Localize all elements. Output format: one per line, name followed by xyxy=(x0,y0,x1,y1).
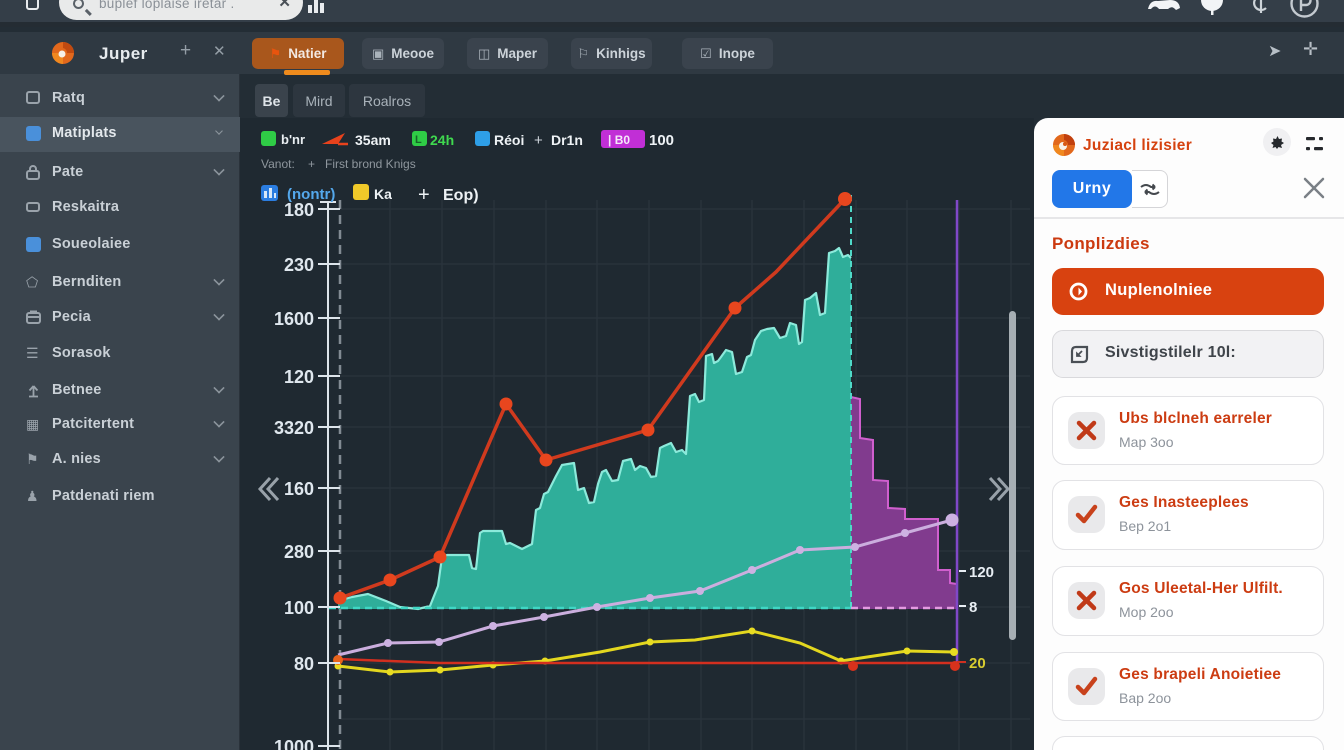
svg-text:80: 80 xyxy=(294,654,314,674)
svg-text:L: L xyxy=(415,134,422,146)
svg-text:1600: 1600 xyxy=(274,309,314,329)
svg-text:+: + xyxy=(418,184,430,206)
svg-text:b'nr: b'nr xyxy=(281,132,305,147)
svg-text:120: 120 xyxy=(284,367,314,387)
svg-text:Eop): Eop) xyxy=(443,187,479,204)
svg-text:35am: 35am xyxy=(355,132,391,148)
svg-text:100: 100 xyxy=(649,132,674,149)
svg-text:24h: 24h xyxy=(430,132,454,148)
svg-text:Dr1n: Dr1n xyxy=(551,132,583,148)
svg-text:20: 20 xyxy=(969,655,986,672)
svg-text:280: 280 xyxy=(284,542,314,562)
svg-text:| B0: | B0 xyxy=(608,133,630,147)
svg-text:3320: 3320 xyxy=(274,418,314,438)
svg-text:+: + xyxy=(534,132,543,149)
svg-text:First brond Knigs: First brond Knigs xyxy=(325,157,416,171)
svg-text:120: 120 xyxy=(969,564,994,581)
svg-text:160: 160 xyxy=(284,479,314,499)
svg-text:8: 8 xyxy=(969,599,977,616)
svg-text:100: 100 xyxy=(284,598,314,618)
svg-text:180: 180 xyxy=(284,200,314,220)
svg-text:Vanot:: Vanot: xyxy=(261,157,295,171)
svg-text:Ka: Ka xyxy=(374,186,392,202)
svg-text:230: 230 xyxy=(284,255,314,275)
svg-text:+: + xyxy=(308,157,315,171)
svg-text:1000: 1000 xyxy=(274,737,314,750)
svg-text:Réoi: Réoi xyxy=(494,132,524,148)
svg-text:(nontr): (nontr) xyxy=(287,186,335,203)
